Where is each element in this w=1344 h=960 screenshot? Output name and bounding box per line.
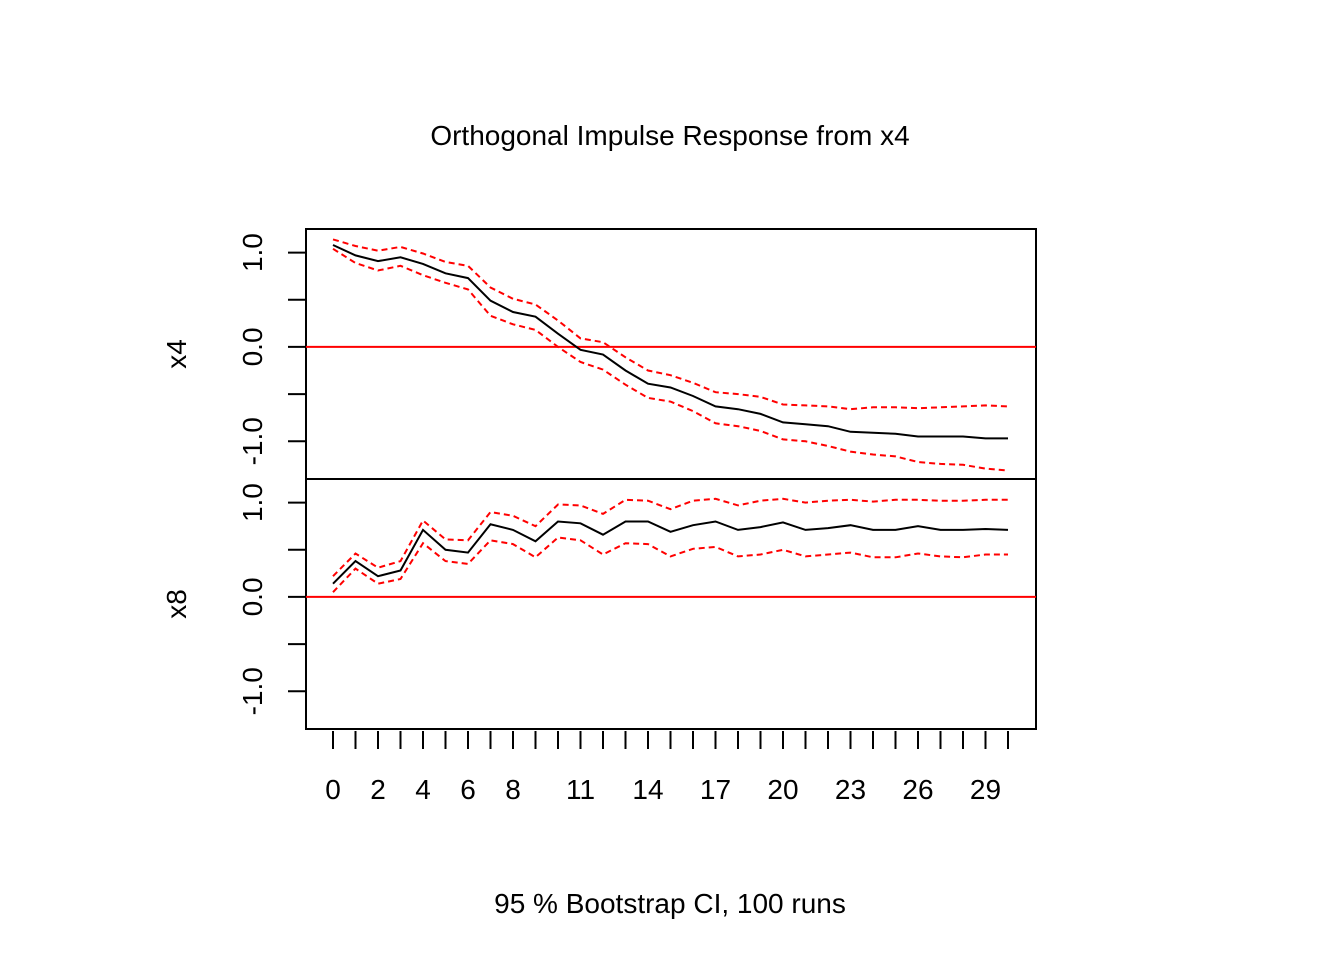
- ci-upper-line-x4: [332, 238, 1009, 411]
- plot-area: -1.0 0.0 1.0 x4 -1.0 0.0 1.0 x8 0 2 4 6 8 11 14 17 20 23 2…: [161, 228, 1037, 805]
- ci-upper-line-x8: [332, 497, 1008, 577]
- x-tick-label: 29: [970, 774, 1001, 805]
- y-tick-label-x8: 1.0: [237, 483, 268, 522]
- x-tick-label: 4: [415, 774, 431, 805]
- x-tick-label: 8: [505, 774, 521, 805]
- panel-label-x8: x8: [161, 589, 192, 619]
- x-tick-label: 6: [460, 774, 476, 805]
- y-tick-label-x4: -1.0: [237, 417, 268, 465]
- x-tick-label: 26: [902, 774, 933, 805]
- x-tick-label: 2: [370, 774, 386, 805]
- ci-lower-line-x4: [332, 247, 1009, 472]
- x-tick-label: 20: [767, 774, 798, 805]
- x-tick-label: 23: [835, 774, 866, 805]
- y-tick-label-x8: -1.0: [237, 667, 268, 715]
- chart-title: Orthogonal Impulse Response from x4: [430, 120, 909, 151]
- y-tick-label-x4: 0.0: [237, 327, 268, 366]
- x-tick-label: 14: [632, 774, 663, 805]
- y-tick-label-x8: 0.0: [237, 577, 268, 616]
- ci-lower-line-x8: [332, 536, 1008, 593]
- panel-label-x4: x4: [161, 339, 192, 369]
- response-line-x8: [332, 520, 1009, 585]
- x-tick-label: 17: [700, 774, 731, 805]
- x-axis-label: 95 % Bootstrap CI, 100 runs: [494, 888, 846, 919]
- x-tick-label: 11: [566, 774, 595, 805]
- y-tick-label-x4: 1.0: [237, 233, 268, 272]
- x-tick-label: 0: [325, 774, 341, 805]
- response-line-x4: [332, 244, 1008, 440]
